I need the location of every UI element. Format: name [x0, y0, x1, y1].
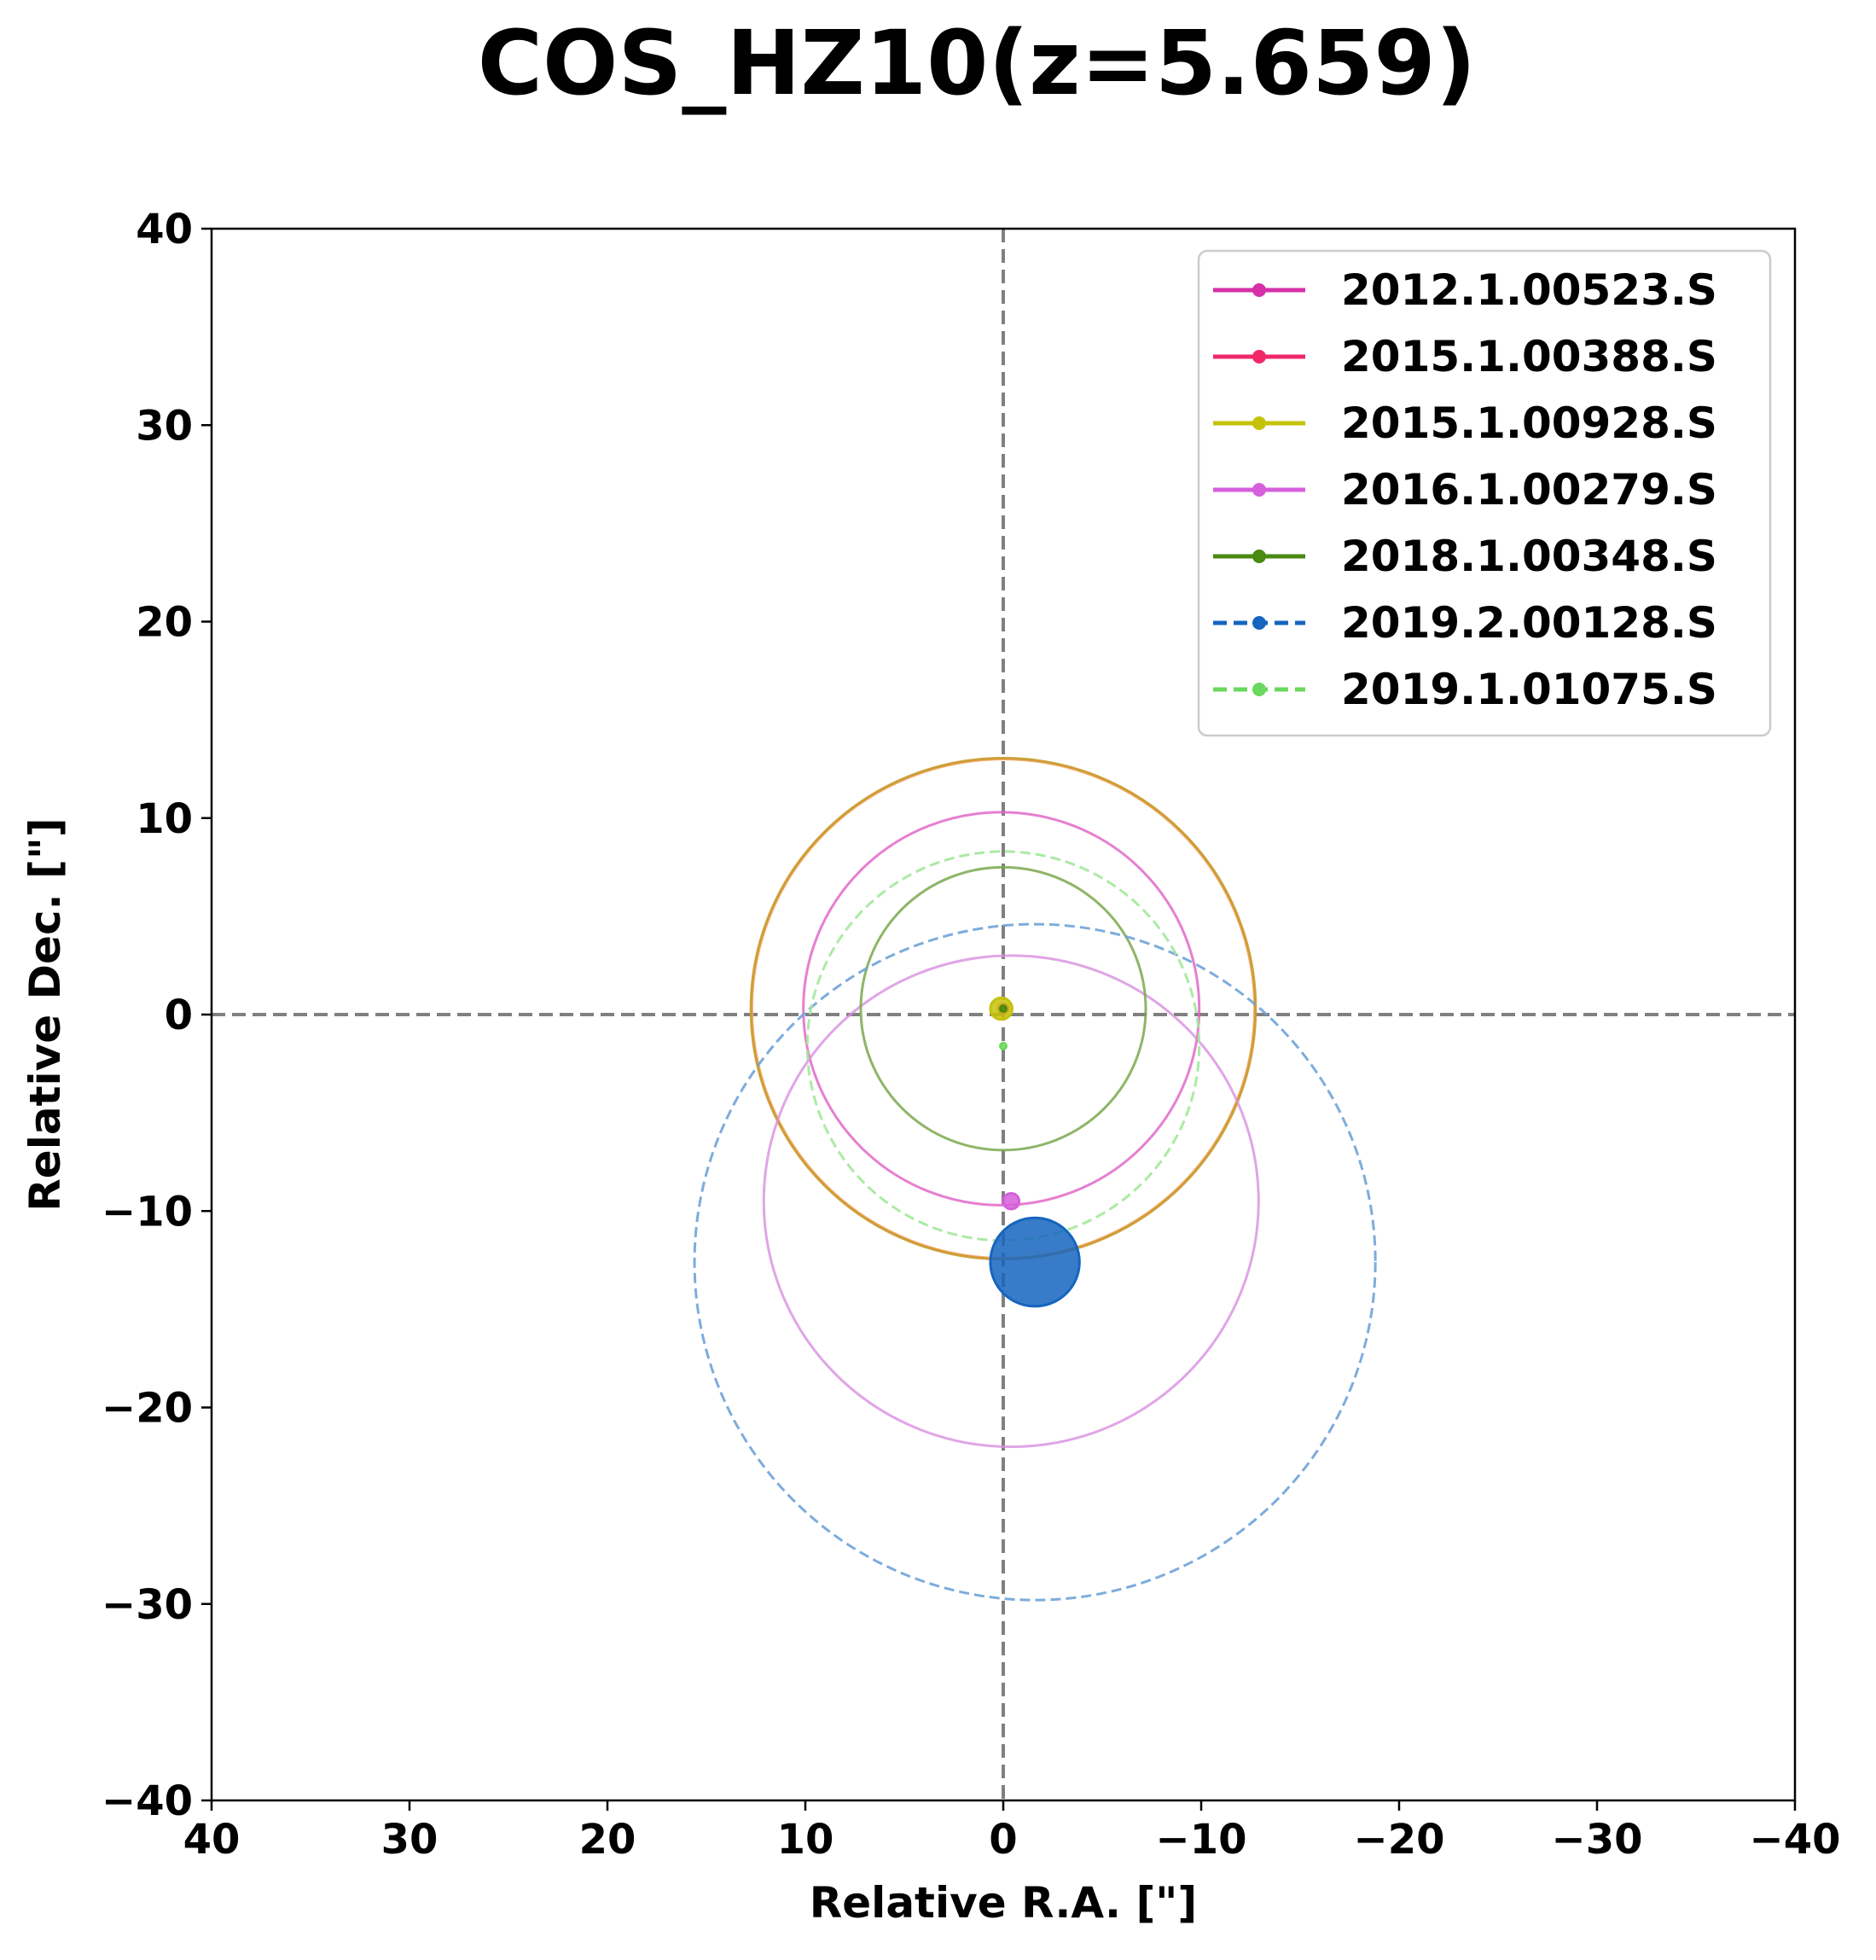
- x-tick-label: 10: [777, 1816, 834, 1864]
- legend-marker-5: [1252, 616, 1266, 630]
- y-tick-label: −20: [102, 1385, 193, 1433]
- x-tick-label: 20: [579, 1816, 636, 1864]
- series-3-circle-0: [762, 954, 1260, 1449]
- legend-label-1: 2015.1.00388.S: [1341, 332, 1717, 381]
- series-3-point-0: [1002, 1192, 1021, 1211]
- series-6-circle-0: [805, 850, 1201, 1242]
- series-2-circle-0: [802, 811, 1201, 1207]
- legend-label-3: 2016.1.00279.S: [1341, 465, 1717, 515]
- legend-marker-4: [1252, 550, 1266, 563]
- legend-label-0: 2012.1.00523.S: [1341, 265, 1717, 315]
- legend-label-6: 2019.1.01075.S: [1341, 665, 1717, 714]
- x-axis-ticks: 40 30 20 10 0 −10 −20 −30 −40: [183, 1800, 1841, 1864]
- y-tick-label: 0: [165, 992, 193, 1039]
- chart-title: COS_HZ10(z=5.659): [478, 11, 1477, 115]
- x-axis-label: Relative R.A. ["]: [810, 1878, 1197, 1928]
- x-tick-label: 40: [183, 1816, 241, 1864]
- y-tick-label: −40: [102, 1777, 193, 1825]
- x-tick-label: 30: [381, 1816, 439, 1864]
- legend-marker-1: [1252, 350, 1266, 364]
- legend-marker-6: [1252, 683, 1266, 696]
- series-5-point-0: [989, 1216, 1081, 1308]
- legend: 2012.1.00523.S 2015.1.00388.S 2015.1.00928…: [1197, 249, 1772, 737]
- legend-marker-2: [1252, 416, 1266, 430]
- legend-label-4: 2018.1.00348.S: [1341, 532, 1717, 581]
- plot-area: [210, 227, 1797, 1802]
- legend-label-2: 2015.1.00928.S: [1341, 398, 1717, 448]
- y-tick-label: 40: [136, 206, 193, 253]
- legend-marker-0: [1252, 283, 1266, 297]
- x-tick-label: −40: [1749, 1816, 1840, 1864]
- x-tick-label: −20: [1353, 1816, 1444, 1864]
- y-axis-label: Relative Dec. ["]: [20, 817, 70, 1211]
- y-tick-label: 30: [136, 402, 193, 450]
- y-tick-label: 10: [136, 795, 193, 843]
- series-6-point-0: [999, 1041, 1008, 1050]
- series-4-circle-0: [859, 865, 1147, 1152]
- series-4-point-0: [999, 1004, 1008, 1014]
- x-tick-label: −10: [1155, 1816, 1246, 1864]
- legend-box: [1197, 249, 1772, 737]
- x-tick-label: −30: [1551, 1816, 1642, 1864]
- y-tick-label: 20: [136, 599, 193, 647]
- legend-label-5: 2019.2.00128.S: [1341, 598, 1717, 648]
- series-5-circle-0: [693, 922, 1377, 1602]
- y-tick-label: −30: [102, 1581, 193, 1629]
- x-tick-label: 0: [989, 1816, 1017, 1864]
- y-tick-label: −10: [102, 1188, 193, 1236]
- legend-items: 2012.1.00523.S 2015.1.00388.S 2015.1.00928…: [1213, 265, 1717, 714]
- y-axis-ticks: −40 −30 −20 −10 0 10 20 30 40: [102, 206, 212, 1825]
- legend-marker-3: [1252, 483, 1266, 497]
- data-points: [989, 996, 1081, 1308]
